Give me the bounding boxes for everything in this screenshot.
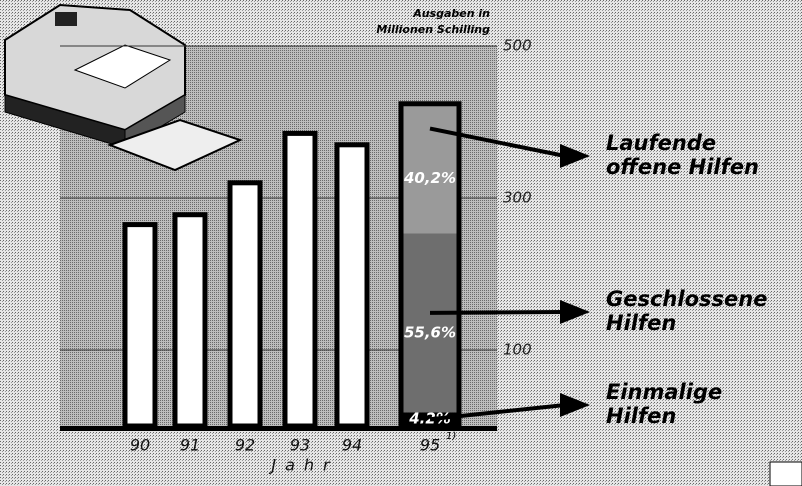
x-axis [60, 426, 497, 431]
y-tick-label: 300 [503, 189, 532, 207]
annotation: Einmalige [606, 380, 722, 404]
stack-segment [401, 233, 459, 413]
bar [334, 142, 370, 429]
bar [172, 212, 208, 429]
bar [398, 101, 462, 429]
segment-label: 40,2% [403, 169, 456, 187]
arrow-head [560, 300, 590, 324]
x-tick-label: 92 [235, 436, 255, 455]
arrow-head [560, 144, 590, 168]
footnote: 1) [446, 431, 456, 442]
annotation: Hilfen [606, 311, 676, 335]
arrow-line [429, 403, 566, 422]
bar [227, 180, 263, 429]
bar [122, 222, 158, 429]
bar [282, 130, 318, 429]
x-tick-label: 94 [342, 436, 362, 455]
corner-icon [769, 461, 802, 486]
segment-label: 55,6% [404, 323, 456, 341]
x-tick-label: 91 [180, 436, 200, 455]
x-tick-label: 90 [130, 436, 150, 455]
segment-label: 4,2% [408, 410, 451, 428]
annotation: Geschlossene [606, 287, 767, 311]
cash-register [4, 3, 243, 172]
annotation: Laufende [606, 131, 716, 155]
arrow-head [560, 393, 590, 417]
y-axis-label: Millionen Schilling [376, 23, 490, 36]
x-tick-label: 95 [420, 436, 440, 455]
x-tick-label: 93 [290, 436, 310, 455]
annotation: offene Hilfen [606, 155, 759, 179]
arrow-line [429, 310, 566, 315]
y-axis-label: Ausgaben in [412, 7, 490, 20]
x-axis-label: Jahr [268, 456, 338, 475]
arrow-line [429, 126, 566, 158]
y-tick-label: 100 [503, 341, 532, 359]
stack-segment [401, 103, 459, 234]
y-tick-label: 500 [503, 37, 532, 55]
annotation: Hilfen [606, 404, 676, 428]
